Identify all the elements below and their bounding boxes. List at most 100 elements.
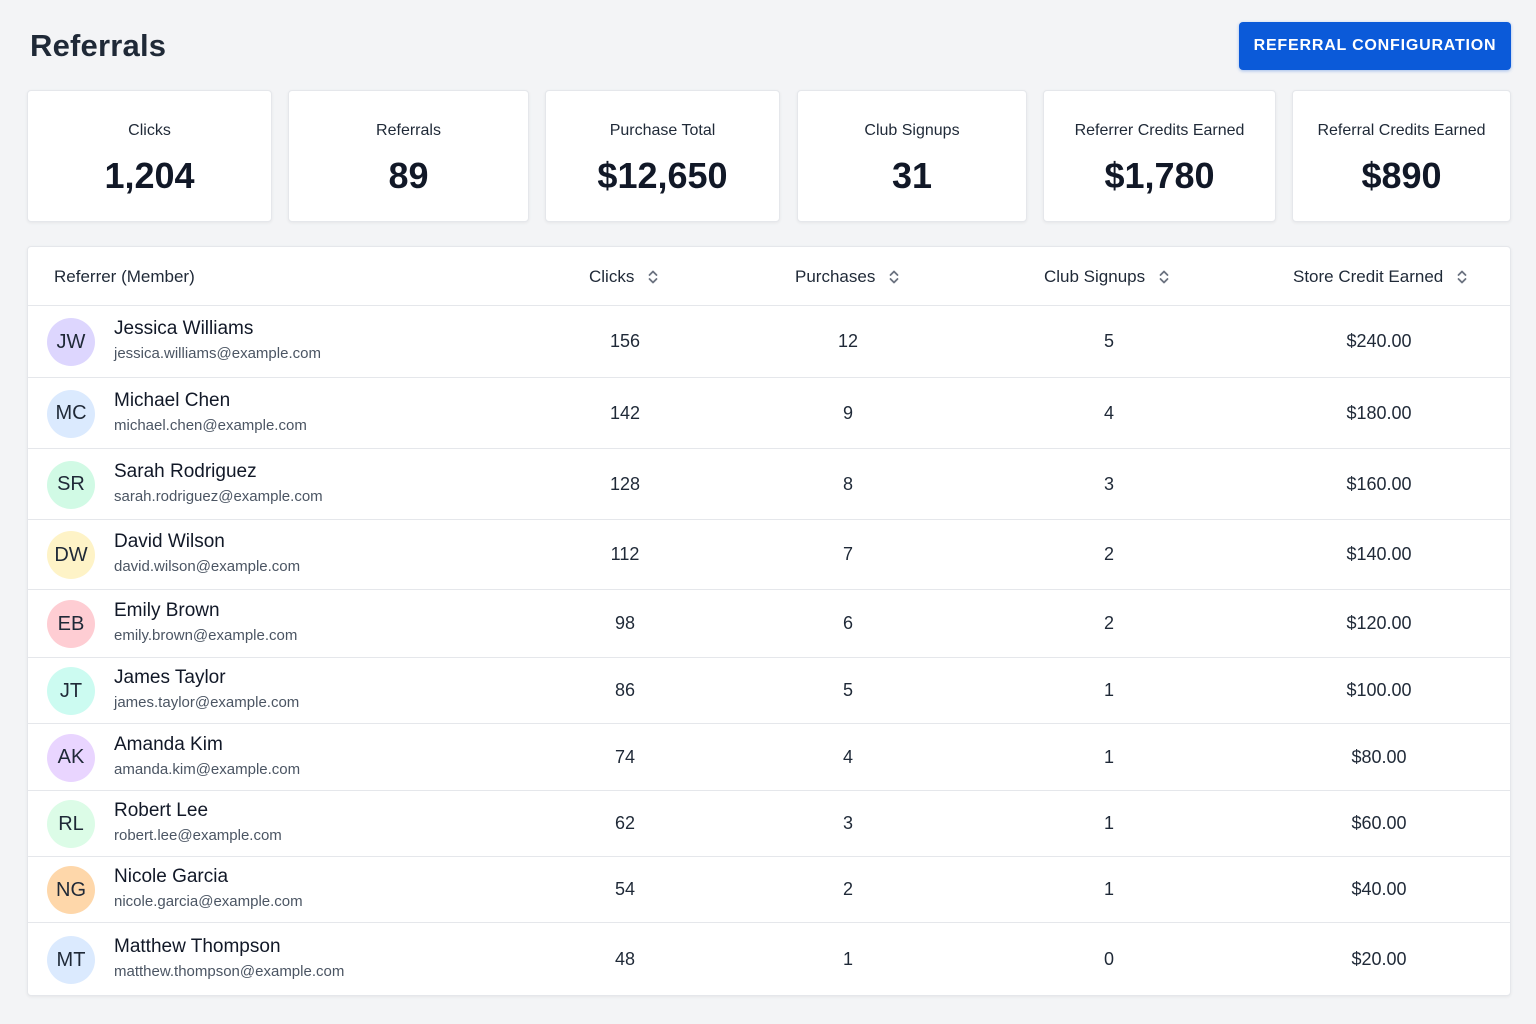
member-name: Michael Chen bbox=[114, 389, 231, 411]
cell-club-signups: 2 bbox=[1103, 544, 1114, 564]
table-row[interactable]: JT James Taylor james.taylor@example.com 86… bbox=[28, 658, 1510, 724]
column-header-label: Purchases bbox=[795, 266, 876, 286]
column-header-purchases[interactable]: Purchases bbox=[795, 247, 899, 306]
stat-value: $890 bbox=[1361, 155, 1442, 196]
sort-updown-icon[interactable] bbox=[1457, 269, 1467, 285]
column-header-referrer: Referrer (Member) bbox=[54, 247, 195, 306]
column-header-clicks[interactable]: Clicks bbox=[589, 247, 658, 306]
cell-club-signups: 1 bbox=[1103, 680, 1114, 700]
cell-club-signups: 3 bbox=[1103, 473, 1114, 494]
member-name: Amanda Kim bbox=[114, 733, 223, 755]
table-header: Referrer (Member) Clicks Purchases Club … bbox=[28, 247, 1510, 306]
column-header-label: Clicks bbox=[589, 266, 635, 286]
cell-clicks: 62 bbox=[614, 813, 636, 833]
sort-updown-icon[interactable] bbox=[889, 269, 899, 285]
member-name: Matthew Thompson bbox=[114, 936, 281, 957]
stat-label: Referrer Credits Earned bbox=[1074, 122, 1245, 139]
cell-clicks: 128 bbox=[609, 473, 641, 494]
stat-value: 89 bbox=[388, 155, 429, 196]
cell-purchases: 8 bbox=[842, 473, 853, 494]
stat-label: Referrals bbox=[376, 122, 441, 139]
avatar: EB bbox=[47, 600, 95, 648]
avatar: DW bbox=[47, 531, 95, 579]
stat-value: $12,650 bbox=[597, 155, 728, 196]
cell-club-signups: 5 bbox=[1103, 331, 1114, 351]
cell-clicks: 98 bbox=[614, 613, 636, 633]
cell-store-credit: $80.00 bbox=[1351, 746, 1407, 767]
member-name: Emily Brown bbox=[114, 600, 220, 621]
sort-updown-icon[interactable] bbox=[1159, 269, 1169, 285]
cell-club-signups: 4 bbox=[1103, 402, 1114, 423]
cell-store-credit: $100.00 bbox=[1346, 680, 1412, 700]
table-row[interactable]: AK Amanda Kim amanda.kim@example.com 74 4 1 $8… bbox=[28, 724, 1510, 791]
member-name: Robert Lee bbox=[114, 800, 209, 821]
cell-club-signups: 0 bbox=[1103, 949, 1114, 969]
cell-club-signups: 2 bbox=[1103, 613, 1114, 633]
stat-card-purchase-total: Purchase Total $12,650 bbox=[545, 90, 780, 222]
cell-purchases: 9 bbox=[842, 402, 853, 423]
stat-label: Club Signups bbox=[864, 122, 960, 139]
cell-store-credit: $40.00 bbox=[1351, 879, 1407, 899]
table-row[interactable]: RL Robert Lee robert.lee@example.com 62 3 1 $6… bbox=[28, 791, 1510, 857]
avatar: JT bbox=[47, 667, 95, 715]
column-header-label: Referrer (Member) bbox=[54, 266, 195, 286]
column-header-club-signups[interactable]: Club Signups bbox=[1044, 247, 1169, 306]
table-row[interactable]: MC Michael Chen michael.chen@example.com 14… bbox=[28, 378, 1510, 449]
cell-clicks: 86 bbox=[614, 680, 636, 700]
cell-store-credit: $20.00 bbox=[1351, 949, 1407, 969]
stat-label: Purchase Total bbox=[609, 122, 716, 139]
cell-store-credit: $160.00 bbox=[1346, 473, 1412, 494]
table-row[interactable]: MT Matthew Thompson matthew.thompson@examp… bbox=[28, 923, 1510, 995]
page-title: Referrals bbox=[30, 28, 167, 63]
stat-value: 1,204 bbox=[104, 155, 195, 196]
column-header-label: Club Signups bbox=[1044, 266, 1146, 286]
member-email: nicole.garcia@example.com bbox=[114, 893, 303, 910]
referral-configuration-button[interactable]: REFERRAL CONFIGURATION bbox=[1239, 22, 1511, 70]
stat-label: Referral Credits Earned bbox=[1317, 122, 1486, 139]
member-email: jessica.williams@example.com bbox=[114, 345, 321, 362]
cell-clicks: 74 bbox=[614, 746, 636, 767]
avatar: JW bbox=[47, 318, 95, 366]
cell-clicks: 112 bbox=[610, 544, 640, 564]
member-name: Nicole Garcia bbox=[114, 866, 229, 887]
avatar: AK bbox=[47, 733, 95, 782]
member-name: Jessica Williams bbox=[114, 318, 254, 339]
avatar: NG bbox=[47, 866, 95, 914]
stat-card-referrer-credits: Referrer Credits Earned $1,780 bbox=[1043, 90, 1276, 222]
table-row[interactable]: EB Emily Brown emily.brown@example.com 98 6 2… bbox=[28, 590, 1510, 658]
stat-card-referral-credits: Referral Credits Earned $890 bbox=[1292, 90, 1511, 222]
cell-purchases: 4 bbox=[842, 746, 853, 767]
cell-store-credit: $140.00 bbox=[1346, 544, 1412, 564]
stat-card-referrals: Referrals 89 bbox=[288, 90, 529, 222]
cell-purchases: 2 bbox=[842, 879, 853, 899]
member-email: michael.chen@example.com bbox=[114, 416, 307, 434]
cell-clicks: 48 bbox=[614, 949, 636, 969]
cell-purchases: 6 bbox=[842, 613, 853, 633]
cell-store-credit: $240.00 bbox=[1346, 331, 1412, 351]
table-row[interactable]: NG Nicole Garcia nicole.garcia@example.com… bbox=[28, 857, 1510, 923]
referrals-table: Referrer (Member) Clicks Purchases Club … bbox=[27, 246, 1511, 996]
avatar: SR bbox=[47, 460, 95, 509]
cell-clicks: 142 bbox=[609, 402, 641, 423]
member-email: matthew.thompson@example.com bbox=[114, 963, 345, 980]
table-row[interactable]: JW Jessica Williams jessica.williams@examp… bbox=[28, 306, 1510, 378]
avatar: MC bbox=[47, 389, 95, 438]
column-header-store-credit[interactable]: Store Credit Earned bbox=[1293, 247, 1467, 306]
stat-label: Clicks bbox=[128, 122, 171, 139]
cell-club-signups: 1 bbox=[1103, 879, 1114, 899]
cell-purchases: 3 bbox=[842, 813, 853, 833]
table-row[interactable]: DW David Wilson david.wilson@example.com 11… bbox=[28, 520, 1510, 590]
member-email: david.wilson@example.com bbox=[114, 558, 301, 575]
member-name: James Taylor bbox=[114, 667, 226, 688]
cell-store-credit: $180.00 bbox=[1346, 402, 1412, 423]
sort-updown-icon[interactable] bbox=[648, 269, 658, 285]
member-name: Sarah Rodriguez bbox=[114, 460, 257, 482]
table-row[interactable]: SR Sarah Rodriguez sarah.rodriguez@example… bbox=[28, 449, 1510, 520]
cell-purchases: 7 bbox=[842, 544, 853, 564]
avatar: RL bbox=[47, 800, 95, 848]
avatar: MT bbox=[47, 936, 95, 984]
cell-clicks: 54 bbox=[614, 879, 636, 899]
cell-purchases: 12 bbox=[837, 331, 859, 351]
cell-store-credit: $60.00 bbox=[1351, 813, 1407, 833]
